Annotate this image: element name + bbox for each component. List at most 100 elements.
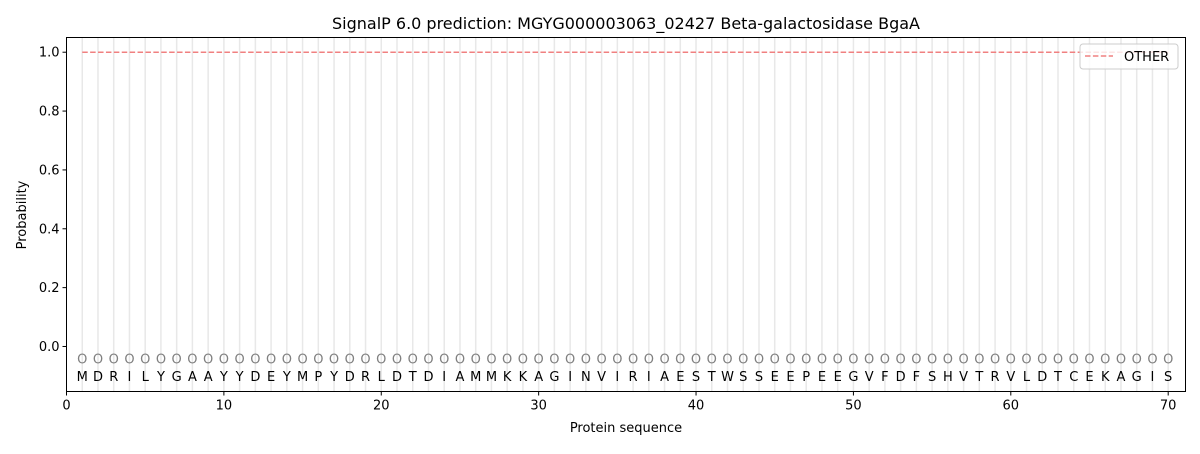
residue-label-10: Y — [219, 370, 228, 385]
region-label-66: O — [1100, 353, 1110, 368]
x-tick-label-10: 10 — [216, 399, 233, 414]
residue-label-38: A — [660, 370, 669, 385]
region-label-22: O — [408, 353, 418, 368]
residue-label-14: Y — [282, 370, 291, 385]
region-label-42: O — [722, 353, 732, 368]
region-label-45: O — [770, 353, 780, 368]
region-label-14: O — [282, 353, 292, 368]
residue-label-26: M — [470, 370, 481, 385]
residue-label-57: V — [959, 370, 968, 385]
plot-frame — [66, 37, 1186, 392]
region-label-50: O — [848, 353, 858, 368]
region-label-46: O — [785, 353, 795, 368]
region-label-34: O — [596, 353, 606, 368]
residue-label-25: A — [456, 370, 465, 385]
region-label-53: O — [896, 353, 906, 368]
region-label-60: O — [1006, 353, 1016, 368]
region-label-49: O — [833, 353, 843, 368]
x-tick-label-30: 30 — [530, 399, 547, 414]
region-label-41: O — [707, 353, 717, 368]
legend-box — [1079, 43, 1179, 70]
region-label-70: O — [1163, 353, 1173, 368]
residue-label-61: L — [1023, 370, 1031, 385]
residue-label-13: E — [267, 370, 275, 385]
region-label-55: O — [927, 353, 937, 368]
residue-label-46: E — [786, 370, 794, 385]
x-axis-label: Protein sequence — [570, 421, 682, 436]
grid-lines — [81, 37, 1169, 392]
region-label-24: O — [439, 353, 449, 368]
residue-label-22: T — [408, 370, 417, 385]
region-label-27: O — [486, 353, 496, 368]
region-label-62: O — [1037, 353, 1047, 368]
y-axis-label: Probability — [15, 180, 30, 249]
y-tick-label-5: 1.0 — [39, 46, 60, 61]
region-label-37: O — [644, 353, 654, 368]
region-label-6: O — [156, 353, 166, 368]
y-tick-label-1: 0.2 — [39, 281, 60, 296]
region-label-36: O — [628, 353, 638, 368]
x-tick-label-70: 70 — [1160, 399, 1177, 414]
x-tick-label-60: 60 — [1003, 399, 1020, 414]
residue-label-15: M — [297, 370, 308, 385]
residue-label-65: E — [1085, 370, 1093, 385]
region-label-67: O — [1116, 353, 1126, 368]
residue-label-19: R — [361, 370, 370, 385]
residue-label-53: D — [896, 370, 906, 385]
residue-label-68: G — [1132, 370, 1142, 385]
residue-label-20: L — [378, 370, 386, 385]
residue-label-1: M — [77, 370, 88, 385]
region-label-33: O — [581, 353, 591, 368]
residue-label-59: R — [991, 370, 1000, 385]
region-label-20: O — [376, 353, 386, 368]
y-tick-label-0: 0.0 — [39, 340, 60, 355]
x-tick-label-0: 0 — [62, 399, 70, 414]
residue-label-11: Y — [235, 370, 244, 385]
region-label-30: O — [534, 353, 544, 368]
region-label-10: O — [219, 353, 229, 368]
residue-label-27: M — [486, 370, 497, 385]
region-label-18: O — [345, 353, 355, 368]
region-label-21: O — [392, 353, 402, 368]
region-label-61: O — [1021, 353, 1031, 368]
residue-label-52: F — [881, 370, 888, 385]
x-tick-label-50: 50 — [845, 399, 862, 414]
region-label-54: O — [911, 353, 921, 368]
residue-label-60: V — [1006, 370, 1015, 385]
region-label-15: O — [297, 353, 307, 368]
region-label-3: O — [109, 353, 119, 368]
region-label-58: O — [974, 353, 984, 368]
region-label-26: O — [471, 353, 481, 368]
residue-label-33: N — [581, 370, 591, 385]
residue-label-62: D — [1037, 370, 1047, 385]
residue-label-17: Y — [329, 370, 338, 385]
region-label-38: O — [659, 353, 669, 368]
chart-title: SignalP 6.0 prediction: MGYG000003063_02… — [332, 14, 920, 34]
residue-label-9: A — [204, 370, 213, 385]
residue-label-6: Y — [156, 370, 165, 385]
region-label-16: O — [313, 353, 323, 368]
region-label-63: O — [1053, 353, 1063, 368]
residue-label-29: K — [519, 370, 528, 385]
residue-label-12: D — [250, 370, 260, 385]
region-label-51: O — [864, 353, 874, 368]
region-label-28: O — [502, 353, 512, 368]
region-label-9: O — [203, 353, 213, 368]
residue-label-31: G — [549, 370, 559, 385]
x-tick-label-40: 40 — [688, 399, 705, 414]
residue-label-63: T — [1053, 370, 1062, 385]
residue-label-42: W — [721, 370, 734, 385]
residue-label-8: A — [188, 370, 197, 385]
region-label-7: O — [172, 353, 182, 368]
residue-label-5: L — [142, 370, 150, 385]
region-label-69: O — [1147, 353, 1157, 368]
region-label-2: O — [93, 353, 103, 368]
region-label-65: O — [1084, 353, 1094, 368]
residue-label-45: E — [771, 370, 779, 385]
region-label-5: O — [140, 353, 150, 368]
residue-label-7: G — [172, 370, 182, 385]
y-tick-label-2: 0.4 — [39, 222, 60, 237]
region-label-48: O — [817, 353, 827, 368]
residue-label-66: K — [1101, 370, 1110, 385]
region-label-35: O — [612, 353, 622, 368]
